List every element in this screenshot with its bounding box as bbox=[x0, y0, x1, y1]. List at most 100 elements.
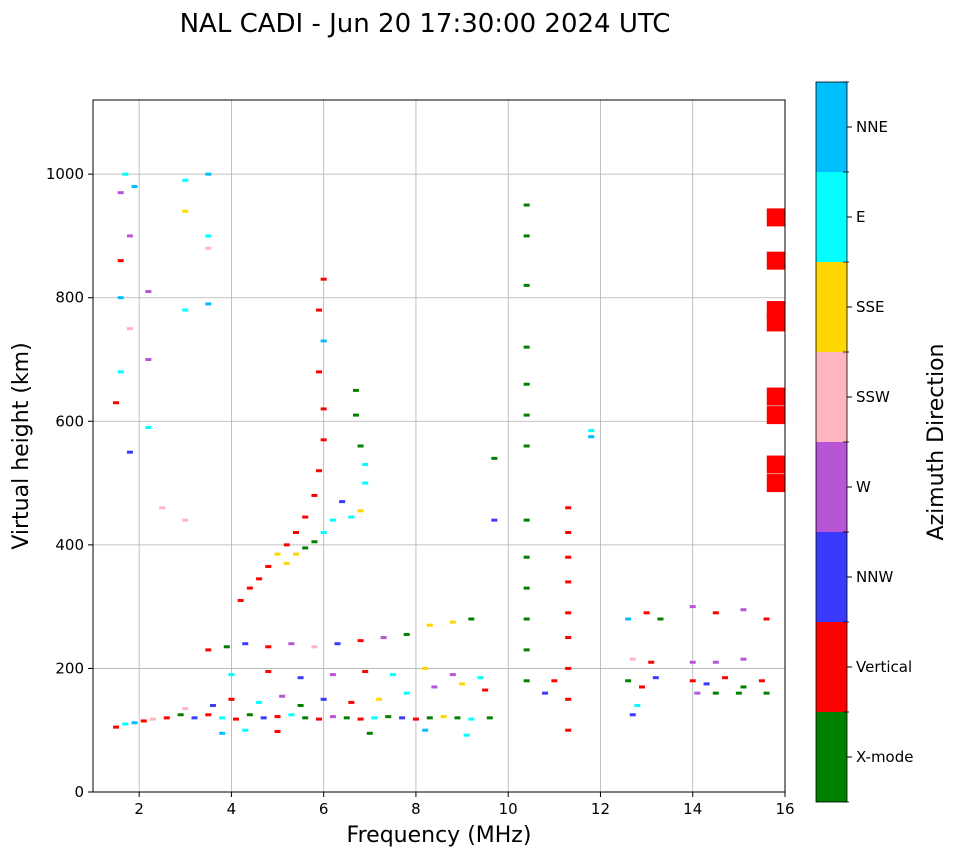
echo-point bbox=[283, 543, 290, 547]
echo-point bbox=[279, 694, 286, 698]
echo-point bbox=[523, 679, 530, 683]
series-high-frequency-echoes bbox=[491, 203, 595, 732]
echo-point bbox=[205, 302, 212, 306]
echo-point bbox=[766, 313, 785, 332]
echo-point bbox=[449, 673, 456, 677]
series-12-16-mhz-echoes bbox=[625, 605, 770, 717]
echo-point bbox=[292, 552, 299, 556]
echo-point bbox=[412, 717, 419, 721]
echo-point bbox=[565, 531, 572, 534]
echo-point bbox=[449, 620, 456, 624]
x-tick-label: 16 bbox=[775, 800, 794, 818]
echo-point bbox=[712, 660, 719, 664]
echo-point bbox=[320, 277, 327, 281]
echo-point bbox=[380, 636, 387, 640]
echo-point bbox=[205, 713, 212, 717]
echo-point bbox=[357, 717, 364, 721]
echo-point bbox=[468, 617, 475, 621]
x-tick-label: 2 bbox=[134, 800, 144, 818]
series-right-edge-bars bbox=[766, 208, 785, 493]
echo-point bbox=[542, 691, 549, 695]
echo-point bbox=[316, 717, 323, 721]
echo-point bbox=[431, 685, 438, 689]
data-marks bbox=[113, 172, 785, 737]
x-tick-label: 12 bbox=[591, 800, 610, 818]
echo-point bbox=[159, 506, 166, 510]
echo-point bbox=[219, 716, 226, 720]
echo-point bbox=[320, 407, 327, 411]
x-tick-label: 4 bbox=[227, 800, 237, 818]
echo-point bbox=[468, 717, 475, 721]
colorbar-segment bbox=[816, 622, 847, 712]
echo-point bbox=[652, 676, 659, 680]
echo-point bbox=[766, 208, 785, 227]
echo-point bbox=[117, 296, 124, 300]
echo-point bbox=[523, 283, 530, 287]
echo-point bbox=[426, 623, 433, 627]
echo-point bbox=[182, 518, 189, 522]
x-tick-label: 6 bbox=[319, 800, 329, 818]
echo-point bbox=[274, 715, 281, 719]
echo-point bbox=[634, 704, 641, 707]
echo-point bbox=[565, 506, 572, 510]
echo-point bbox=[422, 666, 429, 670]
echo-point bbox=[302, 546, 309, 550]
echo-point bbox=[766, 474, 785, 493]
echo-point bbox=[588, 429, 595, 433]
echo-point bbox=[260, 716, 267, 720]
echo-point bbox=[334, 642, 341, 646]
echo-point bbox=[523, 586, 530, 590]
x-tick-label: 8 bbox=[411, 800, 421, 818]
echo-point bbox=[463, 733, 470, 737]
echo-point bbox=[689, 679, 696, 683]
y-tick-label: 400 bbox=[55, 536, 84, 554]
echo-point bbox=[145, 290, 152, 294]
chart-title: NAL CADI - Jun 20 17:30:00 2024 UTC bbox=[180, 9, 671, 39]
echo-point bbox=[246, 713, 253, 717]
echo-point bbox=[205, 648, 212, 652]
series-e-layer-trace bbox=[113, 682, 493, 737]
series-f2-trace-vertical- bbox=[237, 277, 327, 602]
echo-point bbox=[311, 645, 318, 649]
y-tick-label: 600 bbox=[55, 412, 84, 430]
echo-point bbox=[766, 251, 785, 270]
echo-point bbox=[265, 564, 272, 568]
echo-point bbox=[565, 580, 572, 584]
echo-point bbox=[126, 327, 133, 331]
echo-point bbox=[237, 598, 244, 602]
echo-point bbox=[454, 716, 461, 720]
echo-point bbox=[163, 716, 170, 720]
echo-point bbox=[177, 713, 184, 717]
echo-point bbox=[205, 246, 212, 250]
echo-point bbox=[126, 450, 133, 454]
colorbar-segment bbox=[816, 82, 847, 172]
echo-point bbox=[292, 531, 299, 534]
echo-point bbox=[523, 234, 530, 238]
colorbar-label: Azimuth Direction bbox=[924, 343, 949, 540]
echo-point bbox=[233, 717, 240, 721]
echo-point bbox=[643, 611, 650, 615]
y-axis-ticks: 0 200 400 600 800 1000 bbox=[46, 165, 93, 801]
echo-point bbox=[403, 691, 410, 695]
echo-point bbox=[376, 697, 383, 701]
echo-point bbox=[565, 728, 572, 732]
x-tick-label: 10 bbox=[499, 800, 518, 818]
echo-point bbox=[758, 679, 765, 683]
colorbar-tick-label: SSW bbox=[856, 388, 890, 406]
echo-point bbox=[422, 728, 429, 732]
echo-point bbox=[311, 540, 318, 544]
echo-point bbox=[343, 716, 350, 720]
x-tick-label: 14 bbox=[683, 800, 702, 818]
echo-point bbox=[362, 670, 369, 674]
echo-point bbox=[740, 657, 747, 661]
echo-point bbox=[316, 469, 323, 473]
echo-point bbox=[316, 308, 323, 312]
echo-point bbox=[523, 444, 530, 448]
echo-point bbox=[122, 722, 129, 726]
colorbar-tick-label: E bbox=[856, 208, 865, 226]
echo-point bbox=[482, 688, 489, 692]
colorbar-tick-label: NNE bbox=[856, 118, 888, 136]
colorbar-segment bbox=[816, 442, 847, 532]
echo-point bbox=[265, 670, 272, 674]
